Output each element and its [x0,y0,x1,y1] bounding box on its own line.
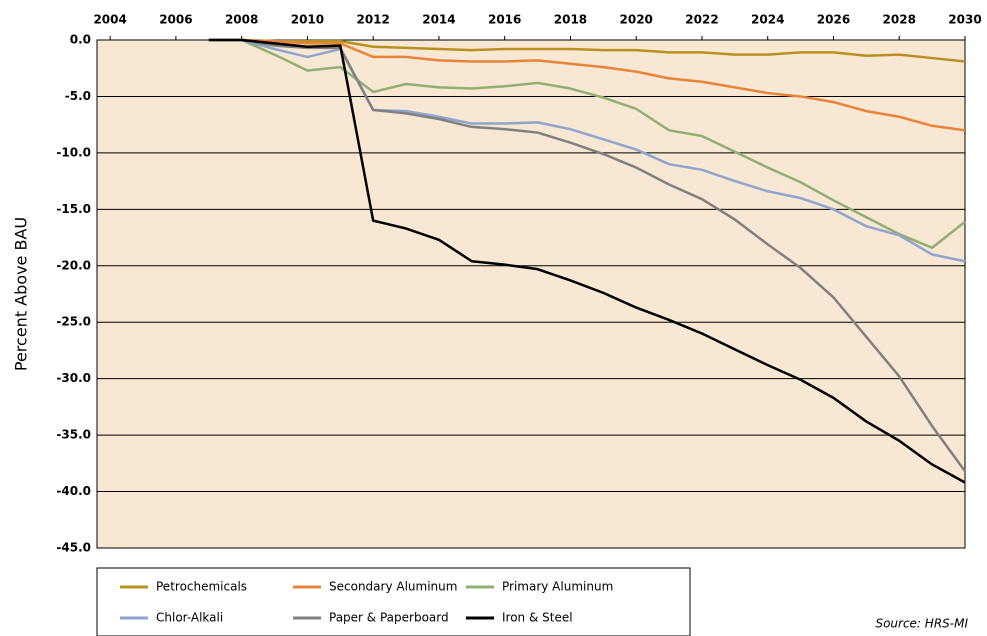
x-tick-label: 2020 [620,13,653,27]
series-line [208,38,966,63]
legend-label: Petrochemicals [156,580,247,594]
legend-box [96,567,691,636]
legend-label: Primary Aluminum [502,580,613,594]
y-tick-label: 0.0 [70,33,91,47]
x-tick-label: 2028 [883,13,916,27]
y-tick-label: -15.0 [56,202,91,216]
x-tick-label: 2012 [356,13,389,27]
x-tick-label: 2024 [751,13,784,27]
x-tick-label: 2006 [159,13,192,27]
y-tick-label: -5.0 [65,89,91,103]
series-line [208,38,966,249]
y-axis-label: Percent Above BAU [12,217,31,371]
series-line [208,38,966,263]
series-line [208,38,966,132]
x-tick-label: 2030 [948,13,981,27]
y-tick-label: -20.0 [56,258,91,272]
x-tick-label: 2022 [685,13,718,27]
legend-label: Paper & Paperboard [329,611,449,625]
plot-area [96,39,966,549]
x-tick-label: 2004 [93,13,126,27]
legend-label: Secondary Aluminum [329,580,457,594]
y-tick-label: -45.0 [56,541,91,555]
x-tick-label: 2008 [225,13,258,27]
legend-label: Chlor-Alkali [156,611,223,625]
x-tick-label: 2016 [488,13,521,27]
y-tick-label: -40.0 [56,484,91,498]
x-tick-label: 2026 [817,13,850,27]
series-line [208,38,967,472]
y-tick-label: -25.0 [56,315,91,329]
legend-label: Iron & Steel [502,611,573,625]
x-tick-label: 2014 [422,13,455,27]
y-tick-label: -10.0 [56,145,91,159]
x-tick-label: 2010 [291,13,324,27]
series-line [208,38,966,484]
y-tick-label: -30.0 [56,371,91,385]
y-tick-label: -35.0 [56,428,91,442]
x-tick-label: 2018 [554,13,587,27]
source-note: Source: HRS-MI [875,617,968,631]
